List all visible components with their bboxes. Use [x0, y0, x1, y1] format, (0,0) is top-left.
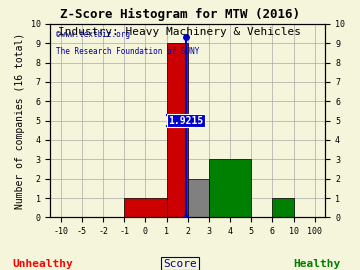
Y-axis label: Number of companies (16 total): Number of companies (16 total) [15, 32, 25, 209]
Text: ©www.textbiz.org: ©www.textbiz.org [56, 30, 130, 39]
Text: Score: Score [163, 259, 197, 269]
Text: Healthy: Healthy [293, 259, 341, 269]
Bar [273, 198, 293, 217]
Text: Industry: Heavy Machinery & Vehicles: Industry: Heavy Machinery & Vehicles [58, 27, 302, 37]
Bar [124, 198, 167, 217]
Text: The Research Foundation of SUNY: The Research Foundation of SUNY [56, 47, 199, 56]
Bar [167, 43, 188, 217]
Bar [209, 159, 251, 217]
Bar [188, 179, 209, 217]
Text: 1.9215: 1.9215 [168, 116, 204, 126]
Text: Unhealthy: Unhealthy [13, 259, 73, 269]
Text: Z-Score Histogram for MTW (2016): Z-Score Histogram for MTW (2016) [60, 8, 300, 21]
